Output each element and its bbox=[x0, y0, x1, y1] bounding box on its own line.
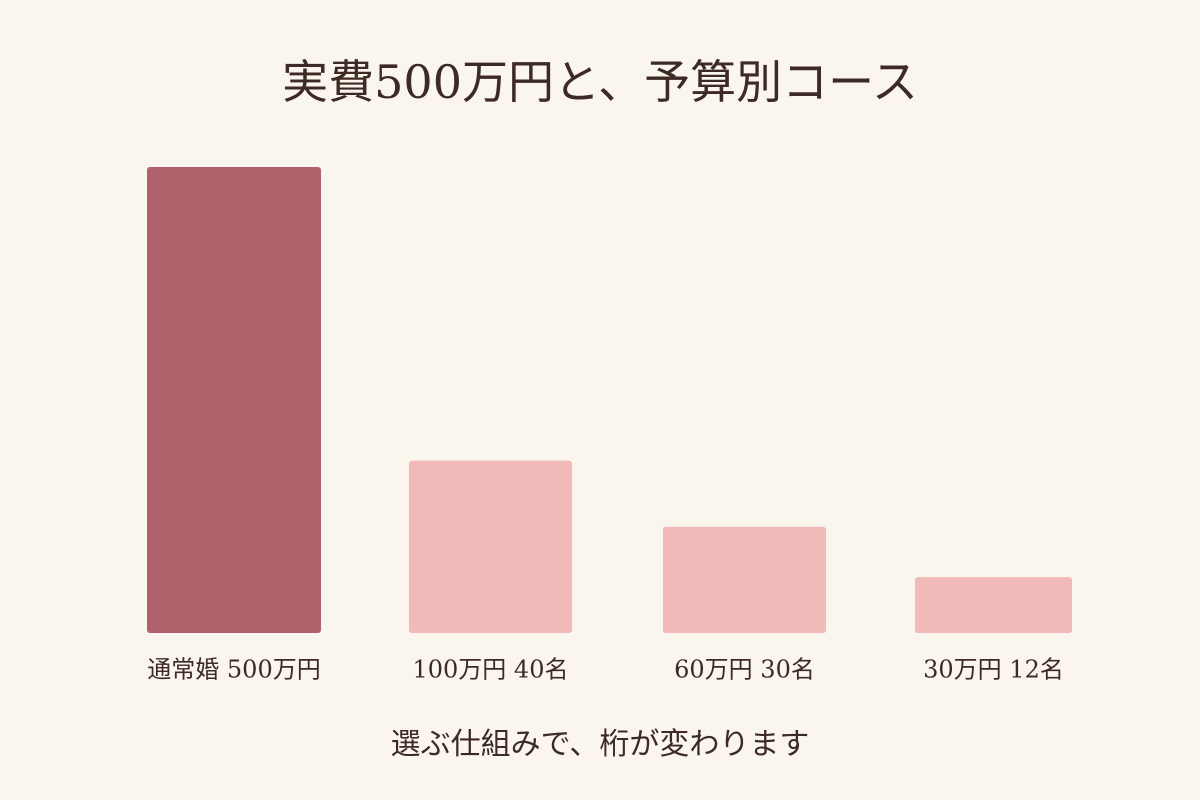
x-tick-label: 通常婚 500万円 bbox=[147, 656, 320, 684]
bar bbox=[409, 460, 572, 633]
bar bbox=[915, 577, 1072, 633]
footnote: 選ぶ仕組みで、桁が変わります bbox=[391, 727, 810, 762]
x-tick-label: 60万円 30名 bbox=[674, 656, 815, 684]
chart-title: 実費500万円と、予算別コース bbox=[282, 55, 918, 109]
x-tick-label: 100万円 40名 bbox=[413, 656, 569, 684]
bar bbox=[147, 167, 321, 633]
bar bbox=[663, 526, 826, 633]
x-tick-label: 30万円 12名 bbox=[923, 656, 1064, 684]
